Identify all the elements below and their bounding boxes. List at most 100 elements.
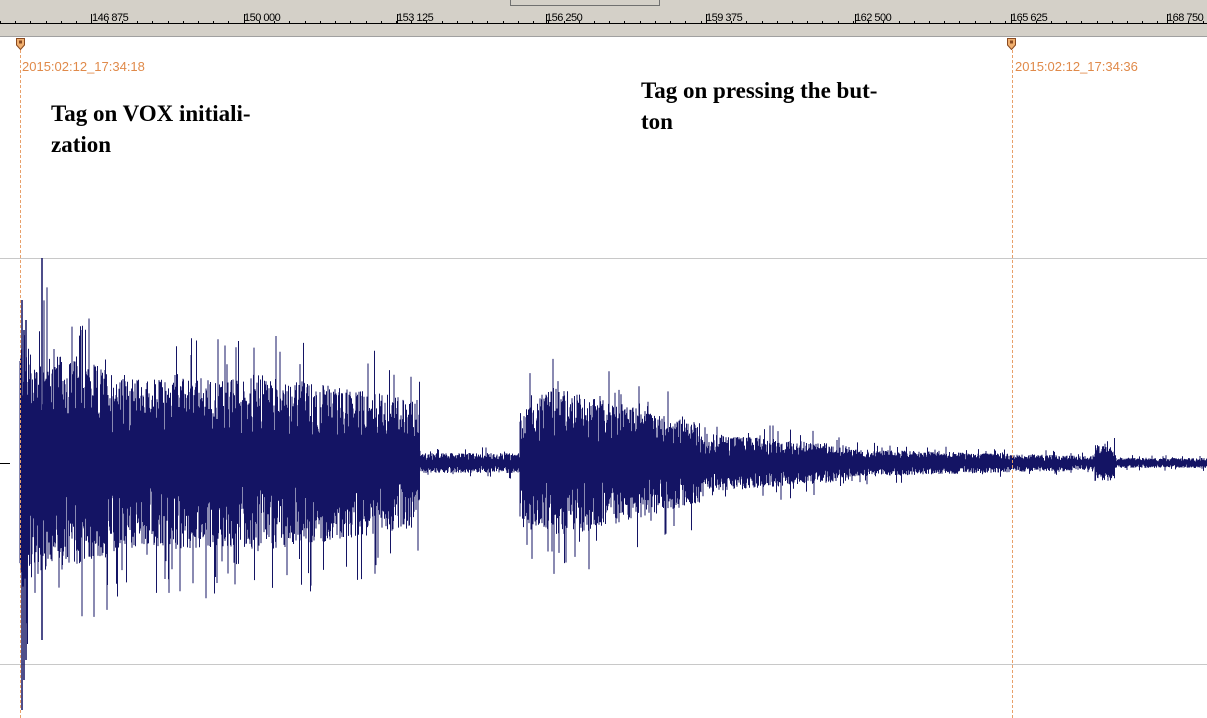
ruler-minor-tick [1051, 21, 1052, 24]
waveform-trace [19, 287, 1207, 644]
ruler-minor-tick [1020, 21, 1021, 24]
annotation-vox-tag: Tag on VOX initiali- zation [51, 98, 251, 160]
ruler-baseline [0, 23, 1207, 24]
ruler-minor-tick [137, 21, 138, 24]
tag-timestamp: 2015:02:12_17:34:18 [22, 59, 145, 74]
ruler-minor-tick [213, 21, 214, 24]
ruler-minor-tick [655, 21, 656, 24]
ruler-minor-tick [396, 21, 397, 24]
ruler-minor-tick [411, 21, 412, 24]
ruler-minor-tick [685, 21, 686, 24]
ruler-minor-tick [564, 21, 565, 24]
ruler-minor-tick [442, 21, 443, 24]
annotation-line: Tag on pressing the but- [641, 78, 878, 103]
ruler-minor-tick [366, 21, 367, 24]
ruler-minor-tick [1188, 21, 1189, 24]
ruler-label: 150 000 [244, 12, 281, 24]
ruler-minor-tick [899, 21, 900, 24]
ruler-minor-tick [807, 21, 808, 24]
ruler-minor-tick [381, 21, 382, 24]
ruler-minor-tick [640, 21, 641, 24]
ruler-minor-tick [30, 21, 31, 24]
ruler-minor-tick [533, 21, 534, 24]
ruler-minor-tick [335, 21, 336, 24]
ruler-minor-tick [503, 21, 504, 24]
tag-marker-icon[interactable] [1007, 37, 1016, 51]
ruler-major-tick [1011, 14, 1012, 24]
ruler-minor-tick [152, 21, 153, 24]
ruler-minor-tick [792, 21, 793, 24]
tag-timestamp: 2015:02:12_17:34:36 [1015, 59, 1138, 74]
ruler-major-tick [855, 14, 856, 24]
ruler-major-tick [91, 14, 92, 24]
ruler-minor-tick [868, 21, 869, 24]
tag-marker-icon[interactable] [16, 37, 25, 51]
ruler-minor-tick [731, 21, 732, 24]
timeline-ruler[interactable]: 146 875 150 000 153 125 156 250 159 375 … [0, 0, 1207, 37]
ruler-minor-tick [624, 21, 625, 24]
ruler-minor-tick [822, 21, 823, 24]
ruler-minor-tick [701, 21, 702, 24]
ruler-minor-tick [518, 21, 519, 24]
ruler-minor-tick [594, 21, 595, 24]
ruler-major-tick [546, 14, 547, 24]
ruler-minor-tick [670, 21, 671, 24]
upper-level-line [0, 258, 1207, 259]
ruler-minor-tick [289, 21, 290, 24]
lower-level-line [0, 664, 1207, 665]
annotation-button-tag: Tag on pressing the but- ton [641, 75, 877, 137]
ruler-minor-tick [838, 21, 839, 24]
ruler-minor-tick [350, 21, 351, 24]
ruler-minor-tick [746, 21, 747, 24]
ruler-minor-tick [61, 21, 62, 24]
ruler-label: 165 625 [1011, 12, 1048, 24]
ruler-minor-tick [1005, 21, 1006, 24]
ruler-minor-tick [1127, 21, 1128, 24]
annotation-line: ton [641, 109, 673, 134]
ruler-minor-tick [76, 21, 77, 24]
ruler-major-tick [244, 14, 245, 24]
ruler-minor-tick [305, 21, 306, 24]
ruler-minor-tick [1203, 21, 1204, 24]
ruler-minor-tick [1066, 21, 1067, 24]
ruler-minor-tick [1081, 21, 1082, 24]
ruler-minor-tick [975, 21, 976, 24]
ruler-minor-tick [853, 21, 854, 24]
ruler-minor-tick [198, 21, 199, 24]
annotation-line: Tag on VOX initiali- [51, 101, 251, 126]
ruler-minor-tick [259, 21, 260, 24]
ruler-minor-tick [929, 21, 930, 24]
ruler-major-tick [397, 14, 398, 24]
tag-line-button [1012, 50, 1013, 718]
ruler-minor-tick [1036, 21, 1037, 24]
annotation-line: zation [51, 132, 112, 157]
ruler-minor-tick [1157, 21, 1158, 24]
ruler-minor-tick [548, 21, 549, 24]
ruler-minor-tick [914, 21, 915, 24]
ruler-scroll-thumb[interactable] [510, 0, 660, 6]
ruler-minor-tick [46, 21, 47, 24]
ruler-label: 168 750 [1167, 12, 1204, 24]
ruler-major-tick [706, 14, 707, 24]
ruler-minor-tick [609, 21, 610, 24]
ruler-minor-tick [0, 21, 1, 24]
ruler-minor-tick [228, 21, 229, 24]
ruler-minor-tick [1112, 21, 1113, 24]
ruler-minor-tick [457, 21, 458, 24]
ruler-minor-tick [959, 21, 960, 24]
ruler-minor-tick [487, 21, 488, 24]
ruler-minor-tick [320, 21, 321, 24]
ruler-minor-tick [762, 21, 763, 24]
ruler-minor-tick [426, 21, 427, 24]
ruler-minor-tick [1142, 21, 1143, 24]
ruler-minor-tick [15, 21, 16, 24]
ruler-minor-tick [777, 21, 778, 24]
ruler-label: 156 250 [546, 12, 583, 24]
ruler-minor-tick [183, 21, 184, 24]
ruler-minor-tick [990, 21, 991, 24]
ruler-minor-tick [716, 21, 717, 24]
ruler-minor-tick [472, 21, 473, 24]
zero-line-tick [0, 463, 10, 464]
ruler-minor-tick [1097, 21, 1098, 24]
waveform-peak [21, 258, 43, 710]
